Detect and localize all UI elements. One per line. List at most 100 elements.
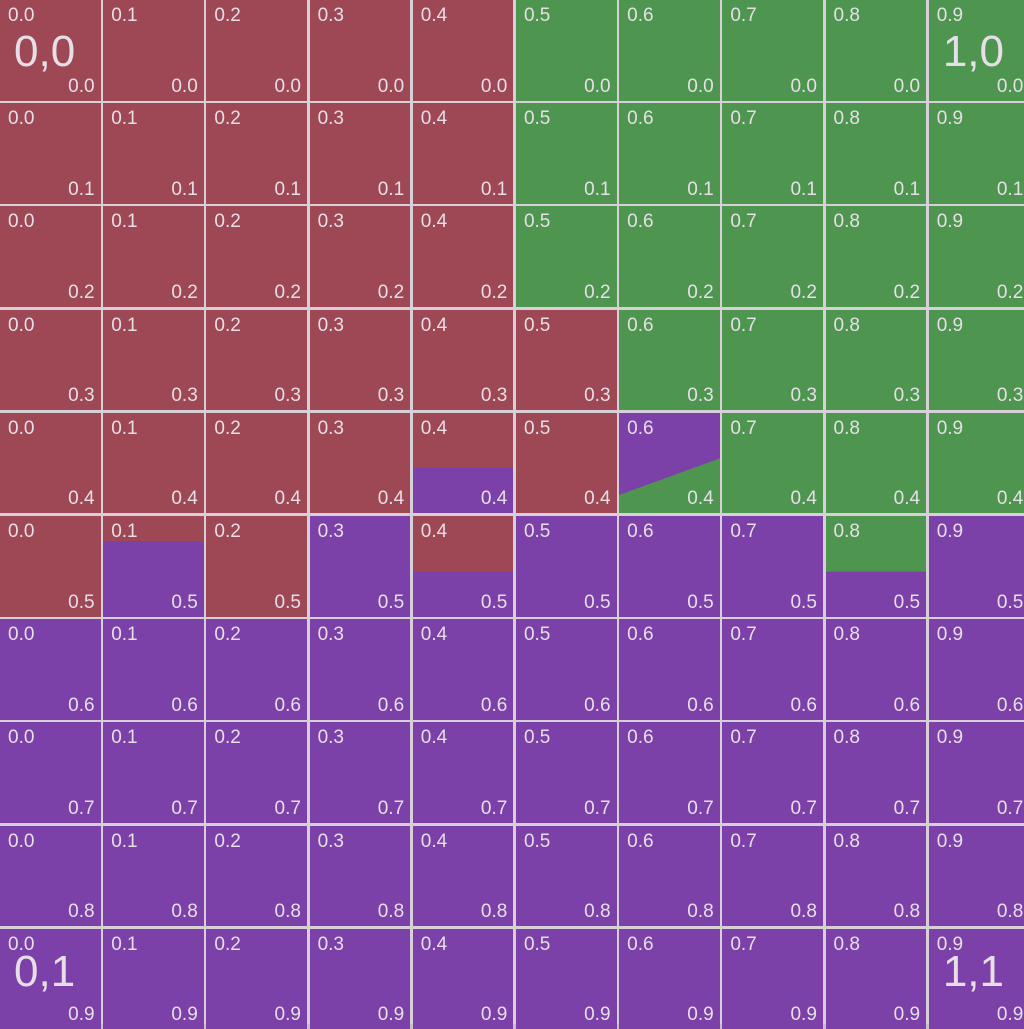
- cell-y-label: 0.2: [893, 281, 921, 303]
- cell-y-label: 0.9: [377, 1004, 405, 1026]
- cell-y-label: 0.8: [893, 901, 921, 923]
- grid-cell: 0.5 0.9: [515, 928, 617, 1029]
- cell-y-label: 0.4: [790, 488, 817, 510]
- cell-y-label: 0.4: [584, 488, 611, 510]
- grid-cell: 0.6 0.2: [619, 206, 720, 307]
- cell-y-label: 0.3: [274, 385, 301, 407]
- cell-y-label: 0.7: [584, 797, 611, 819]
- cell-y-label: 0.9: [790, 1004, 817, 1026]
- cell-x-label: 0.2: [214, 211, 241, 233]
- cell-x-label: 0.2: [214, 108, 241, 130]
- cell-y-label: 0.9: [584, 1004, 611, 1026]
- cell-x-label: 0.0: [8, 5, 35, 26]
- cell-y-label: 0.3: [377, 385, 405, 407]
- cell-x-label: 0.1: [111, 624, 138, 646]
- cell-x-label: 0.5: [523, 520, 551, 542]
- cell-y-label: 0.7: [377, 797, 405, 819]
- cell-y-label: 0.2: [996, 281, 1024, 303]
- grid-cell: 0.1 0.4: [103, 412, 204, 514]
- cell-y-label: 0.0: [377, 75, 405, 97]
- grid-cell: 0.2 0.8: [206, 825, 307, 927]
- cell-x-label: 0.3: [317, 417, 344, 439]
- cell-x-label: 0.8: [833, 830, 860, 852]
- cell-y-label: 0.5: [171, 591, 198, 613]
- cell-x-label: 0.9: [936, 314, 964, 336]
- grid-cell: 0.4 0.9: [412, 928, 514, 1029]
- cell-x-label: 0.1: [111, 727, 138, 749]
- grid-cell: 0.7 0.5: [722, 515, 823, 617]
- grid-cell: 0.8 0.4: [825, 412, 927, 514]
- cell-y-label: 0.0: [687, 75, 714, 97]
- cell-x-label: 0.6: [627, 624, 654, 646]
- grid-cell: 0.6 0.5: [619, 515, 720, 617]
- cell-x-label: 0.9: [936, 933, 964, 955]
- grid-cell: 0.6 0.9: [619, 928, 720, 1029]
- cell-y-label: 0.3: [893, 385, 921, 407]
- cell-y-label: 0.5: [790, 591, 817, 613]
- cell-x-label: 0.6: [627, 520, 654, 542]
- cell-x-label: 0.2: [214, 417, 241, 439]
- grid-cell: 0.8 0.1: [825, 103, 927, 204]
- cell-y-label: 0.4: [687, 488, 714, 510]
- cell-y-label: 0.9: [687, 1004, 714, 1026]
- cell-x-label: 0.9: [936, 727, 964, 749]
- cell-x-label: 0.9: [936, 624, 964, 646]
- grid-cell: 0.0 0.0: [0, 0, 101, 101]
- cell-y-label: 0.5: [996, 591, 1024, 613]
- cell-y-label: 0.6: [893, 694, 921, 716]
- grid-cell: 0.2 0.5: [206, 515, 307, 617]
- cell-x-label: 0.5: [523, 417, 551, 439]
- grid-cell: 0.3 0.6: [309, 619, 411, 720]
- grid-cell: 0.8 0.9: [825, 928, 927, 1029]
- grid-cell: 0.5 0.6: [515, 619, 617, 720]
- grid-cell: 0.7 0.4: [722, 412, 823, 514]
- grid-cell: 0.0 0.7: [0, 722, 101, 823]
- grid-cell: 0.0 0.4: [0, 412, 101, 514]
- cell-x-label: 0.3: [317, 314, 344, 336]
- grid-cell: 0.6 0.1: [619, 103, 720, 204]
- cell-x-label: 0.0: [8, 520, 35, 542]
- cell-x-label: 0.7: [730, 624, 757, 646]
- grid-cell: 0.2 0.1: [206, 103, 307, 204]
- cell-y-label: 0.7: [171, 797, 198, 819]
- cell-y-label: 0.1: [687, 178, 714, 200]
- cell-y-label: 0.7: [996, 797, 1024, 819]
- cell-y-label: 0.0: [68, 75, 95, 97]
- cell-x-label: 0.7: [730, 933, 757, 955]
- cell-y-label: 0.4: [480, 488, 508, 510]
- grid-cell: 0.0 0.5: [0, 515, 101, 617]
- cell-y-label: 0.2: [480, 281, 508, 303]
- cell-x-label: 0.9: [936, 211, 964, 233]
- grid-cell: 0.5 0.2: [515, 206, 617, 307]
- cell-x-label: 0.8: [833, 624, 860, 646]
- grid-cell: 0.9 0.4: [928, 412, 1024, 514]
- cell-x-label: 0.8: [833, 108, 860, 130]
- grid-cell: 0.8 0.0: [825, 0, 927, 101]
- grid-cell: 0.1 0.9: [103, 928, 204, 1029]
- grid-cell: 0.8 0.7: [825, 722, 927, 823]
- cell-x-label: 0.4: [420, 624, 448, 646]
- cell-y-label: 0.2: [584, 281, 611, 303]
- cell-x-label: 0.6: [627, 417, 654, 439]
- grid-cell: 0.8 0.3: [825, 309, 927, 411]
- grid-cell: 0.8 0.2: [825, 206, 927, 307]
- grid-cell: 0.4 0.7: [412, 722, 514, 823]
- cell-y-label: 0.4: [893, 488, 921, 510]
- grid-cell: 0.3 0.4: [309, 412, 411, 514]
- grid-cell: 0.7 0.2: [722, 206, 823, 307]
- grid-cell: 0.5 0.8: [515, 825, 617, 927]
- cell-x-label: 0.1: [111, 314, 138, 336]
- grid-cell: 0.2 0.3: [206, 309, 307, 411]
- cell-x-label: 0.7: [730, 5, 757, 26]
- cell-y-label: 0.1: [584, 178, 611, 200]
- cell-x-label: 0.8: [833, 933, 860, 955]
- cell-y-label: 0.3: [584, 385, 611, 407]
- cell-x-label: 0.3: [317, 830, 344, 852]
- cell-y-label: 0.1: [377, 178, 405, 200]
- grid-cell: 0.6 0.8: [619, 825, 720, 927]
- cell-y-label: 0.5: [377, 591, 405, 613]
- cell-y-label: 0.8: [171, 901, 198, 923]
- grid-cell: 0.7 0.6: [722, 619, 823, 720]
- cell-x-label: 0.0: [8, 108, 35, 130]
